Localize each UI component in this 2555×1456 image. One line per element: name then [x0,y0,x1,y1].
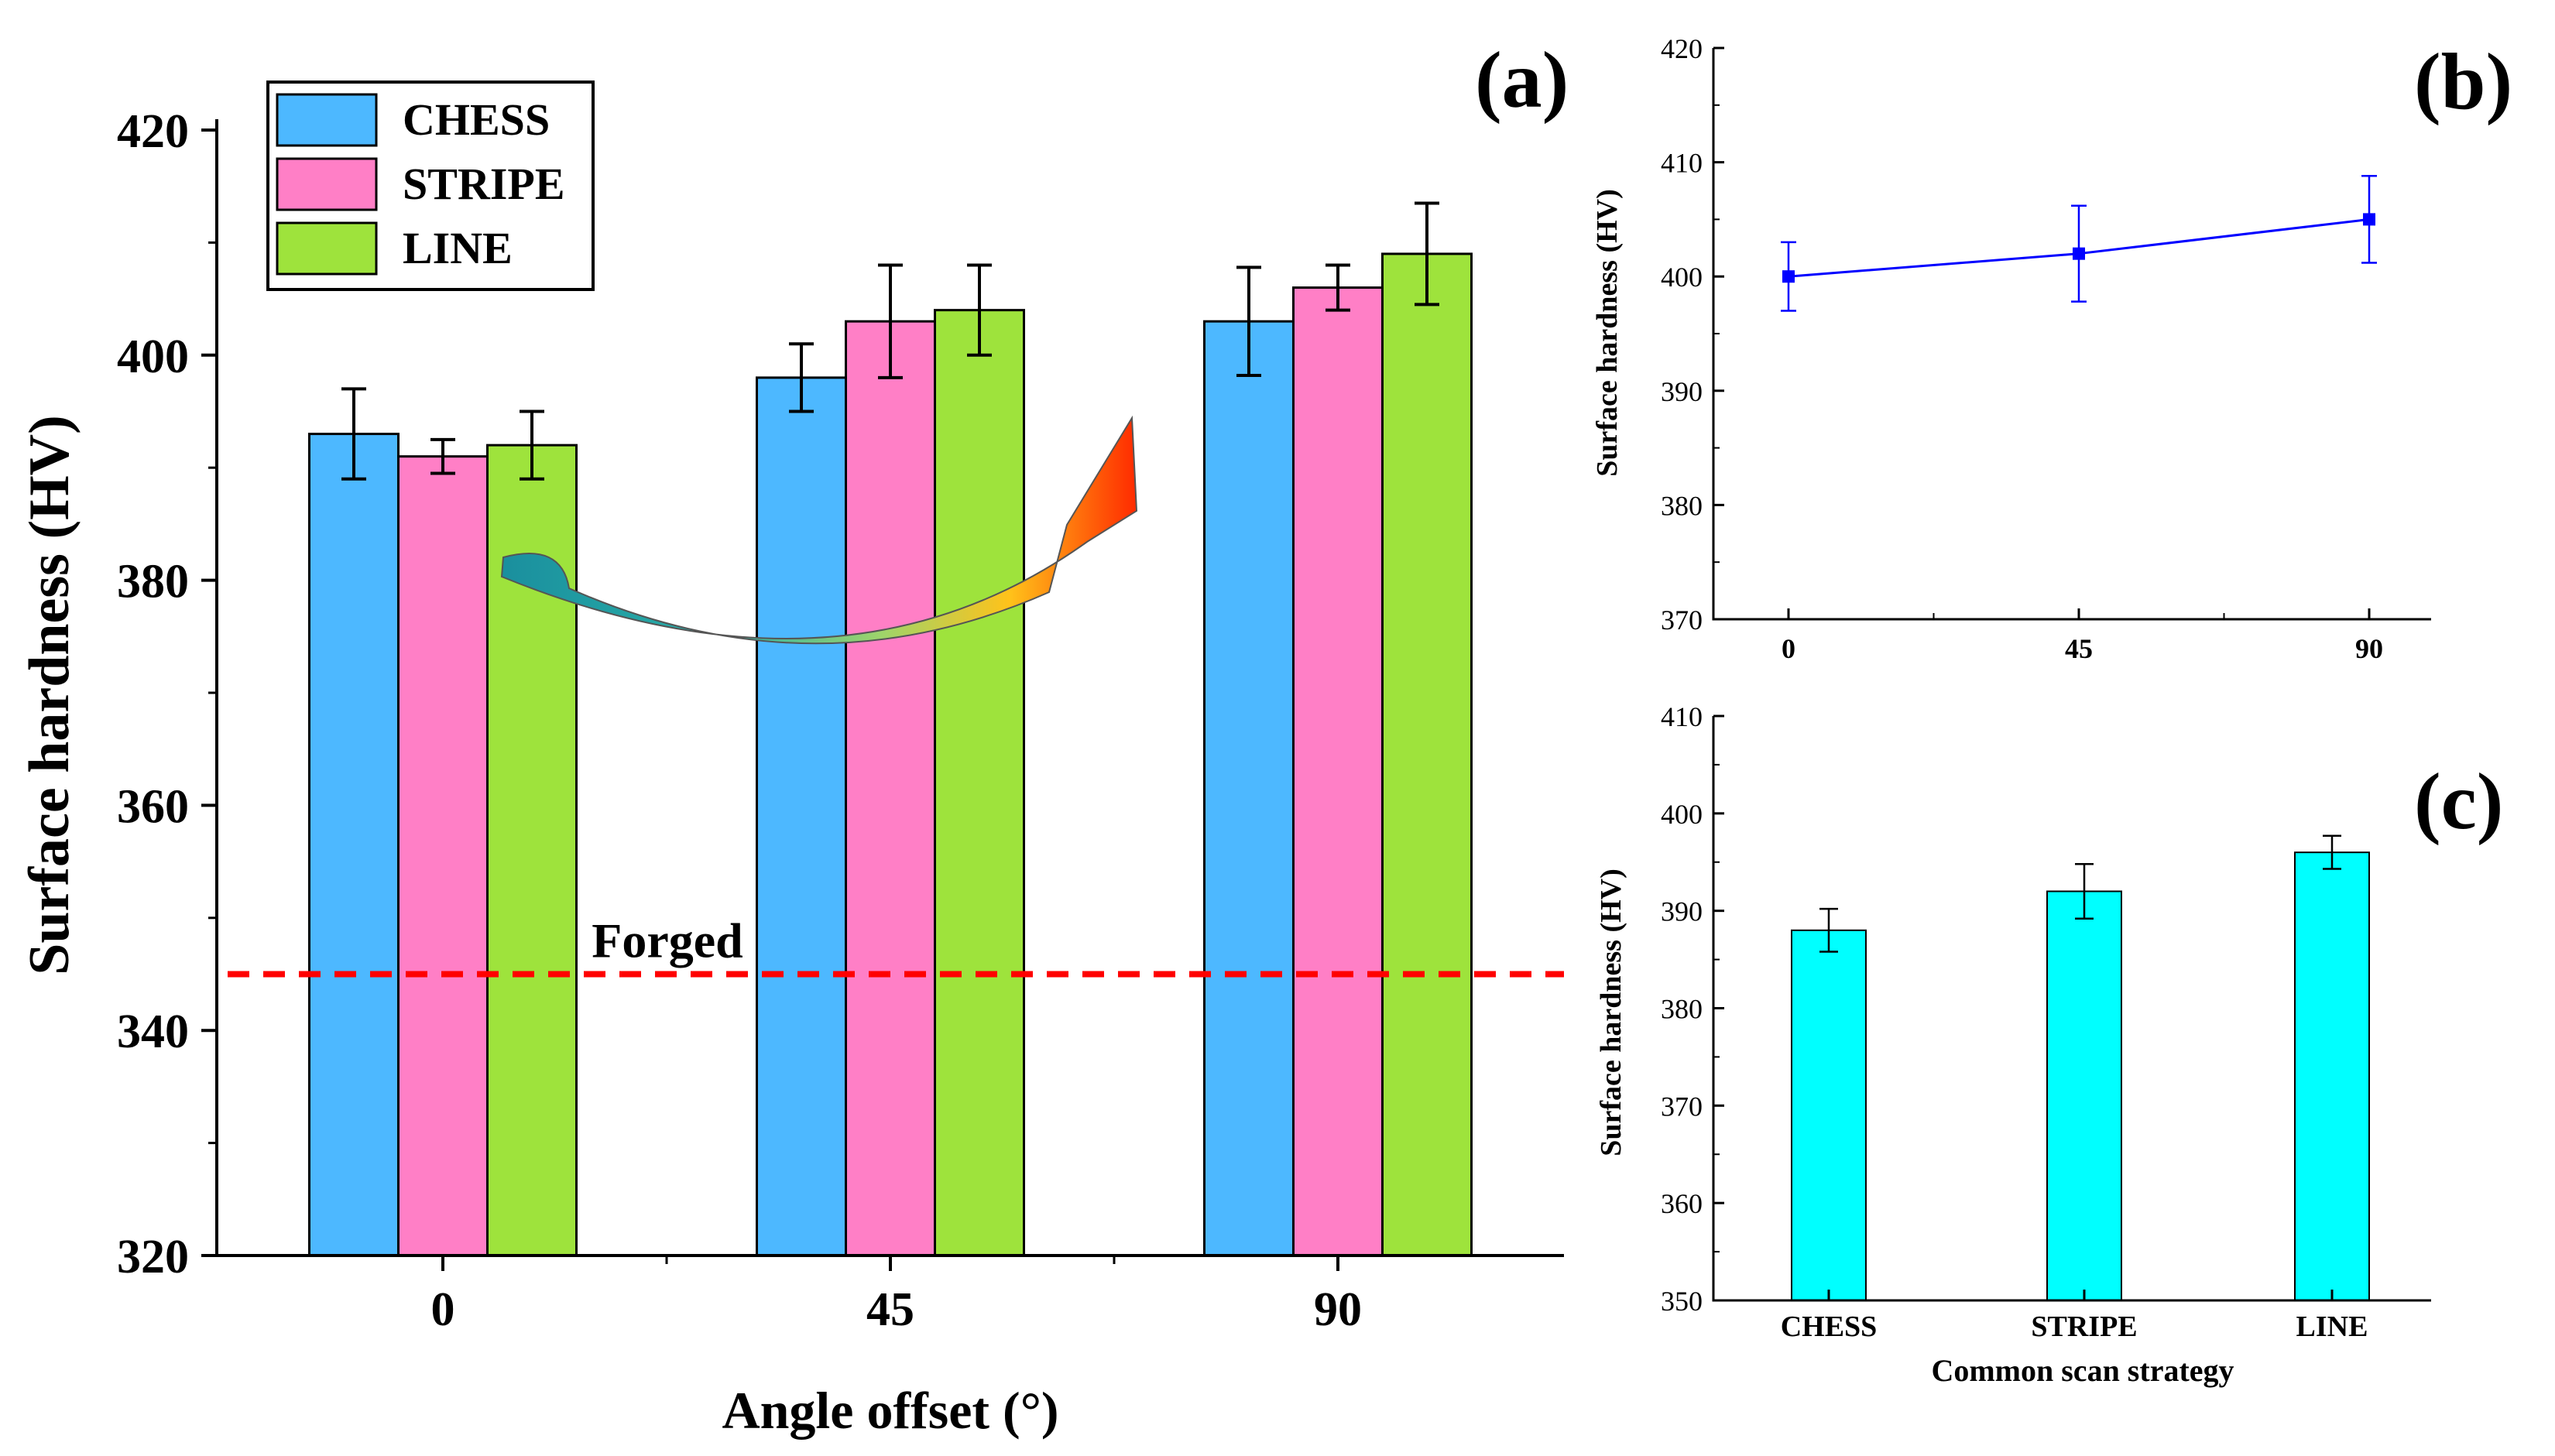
y-tick-label-c-370: 370 [1661,1091,1703,1122]
x-tick-label-c-chess: CHESS [1781,1310,1878,1343]
y-tick-label-b-400: 400 [1661,262,1703,293]
y-tick-label-a-360: 360 [117,780,189,833]
bar-chess-45 [756,376,847,1257]
error-bar-chess-0 [341,387,366,481]
data-point-b-90 [2363,213,2375,226]
data-point-b-45 [2073,247,2085,260]
y-tick-label-c-350: 350 [1661,1286,1703,1317]
legend-label-chess: CHESS [403,94,550,145]
error-bar-c-chess [1819,907,1838,953]
error-bar-stripe-45 [878,263,903,379]
y-tick-label-c-410: 410 [1661,701,1703,732]
error-bar-line-45 [967,263,992,357]
error-bar-chess-90 [1236,266,1261,377]
legend-label-stripe: STRIPE [403,159,565,209]
bar-c-line [2294,851,2370,1301]
bar-line-90 [1381,252,1473,1257]
forged-reference-label: Forged [592,913,743,968]
axis-lines-b [1712,48,2431,621]
y-tick-label-a-400: 400 [117,331,189,383]
bar-line-45 [934,309,1025,1257]
panel-c-bars [1791,834,2370,1302]
panel-b-label: (b) [2414,37,2512,126]
panel-a-bars [308,252,1473,1257]
bar-chess-0 [308,433,400,1257]
panel-c-axes: 350 360 370 380 390 400 410 CHESS STRIPE LINE [1661,701,2431,1343]
y-tick-label-b-390: 390 [1661,376,1703,407]
y-axis-title-a: Surface hardness (HV) [18,415,81,975]
legend-swatch-chess [276,93,378,147]
error-bar-stripe-0 [430,437,455,475]
x-tick-label-b-0: 0 [1782,633,1795,664]
bar-stripe-45 [845,320,936,1257]
bar-chess-90 [1203,320,1295,1257]
y-tick-label-c-390: 390 [1661,896,1703,927]
legend-label-line: LINE [403,223,513,273]
y-tick-label-b-420: 420 [1661,33,1703,64]
y-tick-label-b-410: 410 [1661,148,1703,179]
error-bar-line-90 [1415,201,1439,307]
y-tick-label-c-360: 360 [1661,1188,1703,1219]
panel-b: (b) 370 380 390 400 410 420 0 45 90 Surface hard… [1591,33,2512,664]
panel-a: (a) Forged 320 340 360 380 400 420 0 45 90 CHESS… [18,36,1569,1440]
y-tick-label-c-400: 400 [1661,799,1703,830]
panel-a-label: (a) [1475,36,1569,125]
x-tick-label-b-90: 90 [2355,633,2383,664]
legend: CHESS STRIPE LINE [266,81,595,291]
error-bar-chess-45 [789,342,814,413]
panel-b-series [1781,175,2377,312]
panel-c: (c) 350 360 370 380 390 400 410 CHESS STRIPE LINE… [1595,701,2503,1388]
legend-swatch-stripe [276,157,378,211]
error-bar-stripe-90 [1326,263,1350,312]
panel-c-label: (c) [2414,757,2503,846]
x-tick-label-b-45: 45 [2065,633,2093,664]
x-tick-label-a-0: 0 [431,1283,455,1336]
y-tick-label-c-380: 380 [1661,994,1703,1025]
panel-a-axes: 320 340 360 380 400 420 0 45 90 [117,105,1564,1336]
bar-stripe-90 [1292,286,1384,1257]
x-tick-label-c-line: LINE [2296,1310,2368,1343]
y-tick-label-a-320: 320 [117,1231,189,1283]
data-point-b-0 [1782,270,1795,283]
x-tick-label-a-45: 45 [866,1283,914,1336]
x-axis-title-c: Common scan strategy [1931,1353,2234,1388]
y-axis-title-b: Surface hardness (HV) [1591,189,1624,477]
y-tick-label-a-420: 420 [117,105,189,158]
y-tick-label-a-340: 340 [117,1005,189,1058]
x-axis-title-a: Angle offset (°) [722,1381,1058,1440]
x-tick-label-c-stripe: STRIPE [2031,1310,2137,1343]
y-tick-label-a-380: 380 [117,556,189,608]
bar-stripe-0 [397,455,489,1257]
curved-arrow-icon [500,415,1138,645]
y-tick-label-b-370: 370 [1661,605,1703,636]
error-bar-c-stripe [2075,863,2094,920]
error-bar-c-line [2323,834,2341,870]
panel-b-axes: 370 380 390 400 410 420 0 45 90 [1661,33,2431,664]
y-tick-label-b-380: 380 [1661,490,1703,521]
bar-c-chess [1791,929,1867,1302]
bar-c-stripe [2046,890,2122,1301]
legend-swatch-line [276,221,378,276]
panel-a-error-bars [341,201,1439,481]
y-axis-title-c: Surface hardness (HV) [1595,868,1627,1156]
error-bar-line-0 [520,409,544,481]
x-tick-label-a-90: 90 [1314,1283,1362,1336]
